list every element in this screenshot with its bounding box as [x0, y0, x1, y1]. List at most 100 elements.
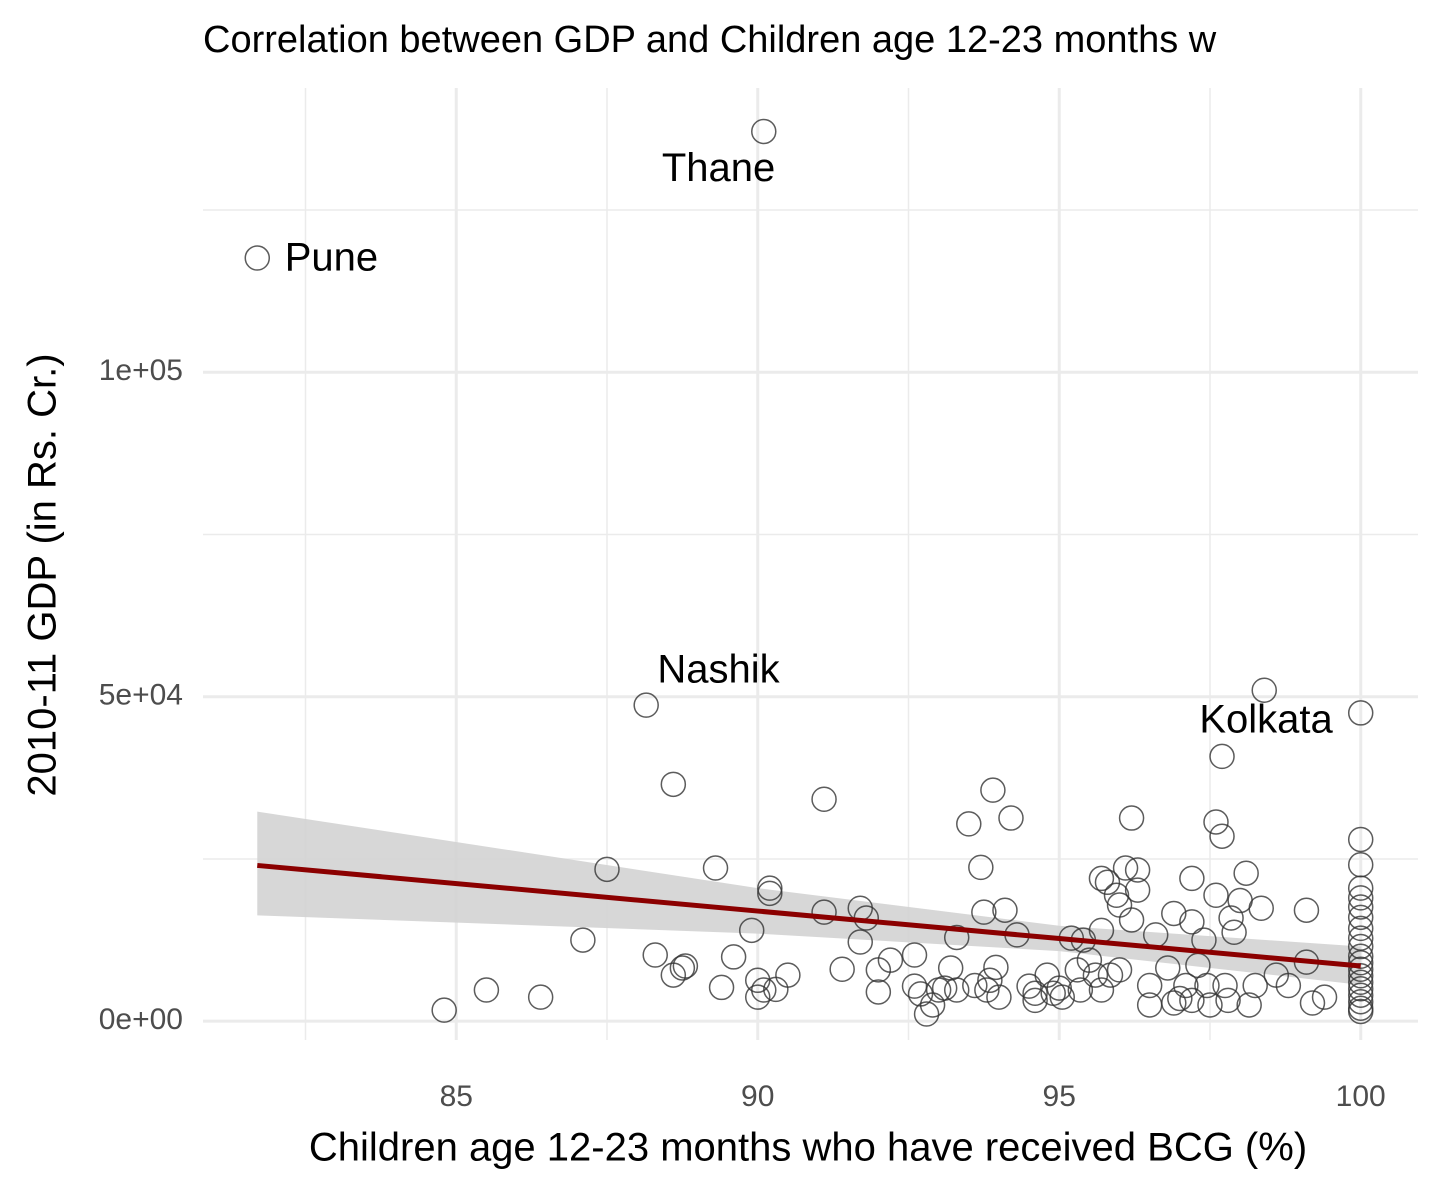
point	[998, 805, 1024, 831]
point	[811, 786, 837, 812]
point-label: Kolkata	[1199, 698, 1333, 742]
point	[244, 245, 271, 271]
point	[594, 856, 620, 883]
point	[1112, 855, 1139, 881]
chart-title: Correlation between GDP and Children age…	[203, 19, 1217, 61]
point	[1082, 962, 1109, 988]
point	[1209, 743, 1235, 770]
y-tick-label: 1e+05	[99, 354, 183, 387]
point	[1347, 969, 1374, 995]
point	[1347, 956, 1374, 983]
x-tick-label: 95	[1043, 1080, 1076, 1113]
point	[992, 897, 1018, 923]
point	[1347, 943, 1374, 970]
point	[974, 977, 1000, 1003]
point	[829, 956, 855, 983]
point	[1103, 882, 1130, 909]
point	[1155, 955, 1181, 981]
point	[968, 854, 994, 881]
point	[1347, 894, 1374, 920]
point	[1136, 972, 1163, 999]
x-tick-label: 100	[1336, 1080, 1386, 1113]
point	[1136, 992, 1163, 1018]
point	[775, 962, 801, 988]
point	[1311, 984, 1338, 1010]
point	[1242, 972, 1268, 999]
point	[986, 984, 1012, 1010]
x-tick-label: 85	[440, 1080, 473, 1113]
point	[1106, 957, 1133, 983]
point	[919, 992, 946, 1018]
point	[738, 917, 765, 944]
point	[1094, 869, 1121, 896]
point	[757, 880, 783, 907]
y-tick-label: 0e+00	[99, 1003, 183, 1036]
point	[1203, 882, 1229, 909]
point	[1173, 972, 1199, 999]
point	[983, 954, 1009, 981]
point	[1251, 677, 1277, 703]
point	[1347, 933, 1374, 960]
point	[1161, 990, 1187, 1016]
point	[720, 944, 747, 970]
point	[1088, 977, 1115, 1003]
point	[1299, 990, 1326, 1016]
point	[672, 953, 699, 979]
point	[1347, 875, 1374, 901]
point	[1209, 823, 1235, 849]
point	[937, 955, 964, 981]
point	[1179, 865, 1205, 892]
point	[1161, 900, 1187, 927]
point	[1347, 826, 1374, 853]
point	[1022, 987, 1048, 1014]
point	[1088, 865, 1115, 892]
point	[962, 972, 988, 999]
point	[1118, 907, 1145, 933]
point	[971, 899, 997, 925]
point	[642, 942, 668, 968]
point	[1293, 897, 1320, 923]
point	[1275, 972, 1302, 999]
point	[956, 811, 982, 837]
point	[811, 899, 837, 925]
point	[1233, 860, 1259, 886]
point	[1194, 972, 1220, 999]
point	[1067, 977, 1094, 1003]
point	[1016, 973, 1042, 999]
point	[1046, 975, 1072, 1001]
point	[1179, 909, 1205, 935]
point	[1221, 919, 1247, 946]
point	[660, 771, 687, 798]
point	[1097, 962, 1124, 988]
point	[1347, 975, 1374, 1002]
point	[1022, 980, 1048, 1007]
point	[1124, 857, 1151, 883]
x-axis-title: Children age 12-23 months who have recei…	[309, 1126, 1307, 1170]
point	[1347, 904, 1374, 931]
point	[1212, 972, 1238, 999]
point	[633, 692, 659, 718]
point	[931, 975, 958, 1001]
point	[473, 977, 500, 1003]
point	[570, 927, 596, 953]
point	[943, 977, 970, 1003]
point	[913, 1001, 940, 1027]
point	[1167, 985, 1193, 1012]
point-label: Pune	[285, 236, 378, 280]
point	[757, 875, 783, 901]
point	[1347, 885, 1374, 911]
point	[865, 979, 892, 1005]
point	[708, 974, 735, 1001]
point	[1218, 905, 1244, 931]
point-label: Nashik	[657, 648, 780, 692]
point	[1347, 988, 1374, 1015]
point	[847, 929, 873, 955]
point	[1118, 805, 1145, 831]
point	[977, 967, 1003, 994]
point-label: Thane	[662, 146, 775, 190]
y-tick-label: 5e+04	[99, 679, 183, 712]
y-axis-title: 2010-11 GDP (in Rs. Cr.)	[21, 353, 65, 796]
point	[1203, 809, 1229, 835]
point	[1347, 915, 1374, 942]
point	[751, 977, 777, 1003]
